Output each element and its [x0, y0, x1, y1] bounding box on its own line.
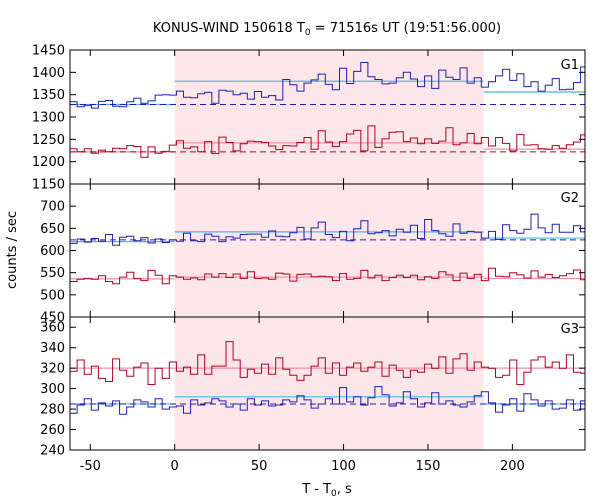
panel-label-g2: G2: [561, 191, 579, 206]
series-g3-red: [70, 341, 585, 385]
ytick-label-g1-5: 1400: [32, 66, 65, 81]
series-g2-blue: [70, 213, 585, 246]
ytick-label-g1-6: 1450: [32, 44, 65, 59]
frame-g3: [69, 316, 586, 451]
xtick-label-4: 150: [416, 459, 441, 474]
ytick-label-g2-4: 650: [40, 222, 65, 237]
series-g1-red: [70, 125, 585, 158]
xtick-label-2: 50: [251, 459, 268, 474]
ytick-label-g2-0: 450: [40, 311, 65, 326]
ytick-label-g2-5: 700: [40, 200, 65, 215]
axis-ticks: 1150120012501300135014001450450500550600…: [32, 44, 585, 474]
panel-label-g3: G3: [561, 322, 579, 337]
ytick-label-g1-1: 1200: [32, 155, 65, 170]
series-g1-blue: [70, 62, 585, 109]
shade-g2: [174, 184, 484, 317]
ytick-label-g1-4: 1350: [32, 88, 65, 103]
series-lines: [70, 62, 585, 415]
xtick-label-0: -50: [80, 459, 101, 474]
chart-title: KONUS-WIND 150618 T0 = 71516s UT (19:51:…: [153, 21, 501, 38]
ytick-label-g2-1: 500: [40, 288, 65, 303]
xtick-label-1: 0: [171, 459, 179, 474]
ytick-label-g2-2: 550: [40, 266, 65, 281]
shade-g3: [174, 317, 484, 450]
x-axis-label: T - T0, s: [301, 482, 352, 499]
y-axis-label: counts / sec: [5, 211, 20, 289]
ytick-label-g3-2: 280: [40, 403, 65, 418]
ytick-label-g1-2: 1250: [32, 133, 65, 148]
ytick-label-g3-5: 340: [40, 341, 65, 356]
series-g2-red: [70, 267, 585, 285]
ytick-label-g3-4: 320: [40, 362, 65, 377]
panel-label-g1: G1: [561, 58, 579, 73]
ytick-label-g3-6: 360: [40, 321, 65, 336]
ytick-label-g1-0: 1150: [32, 178, 65, 193]
shade-g1: [174, 50, 484, 184]
emission-interval-shading: [174, 50, 484, 450]
series-g3-blue: [70, 386, 585, 415]
ytick-label-g3-3: 300: [40, 382, 65, 397]
xtick-label-3: 100: [331, 459, 356, 474]
xtick-label-5: 200: [500, 459, 525, 474]
ytick-label-g3-1: 260: [40, 423, 65, 438]
ytick-label-g1-3: 1300: [32, 111, 65, 126]
ytick-label-g2-3: 600: [40, 244, 65, 259]
ytick-label-g3-0: 240: [40, 444, 65, 459]
